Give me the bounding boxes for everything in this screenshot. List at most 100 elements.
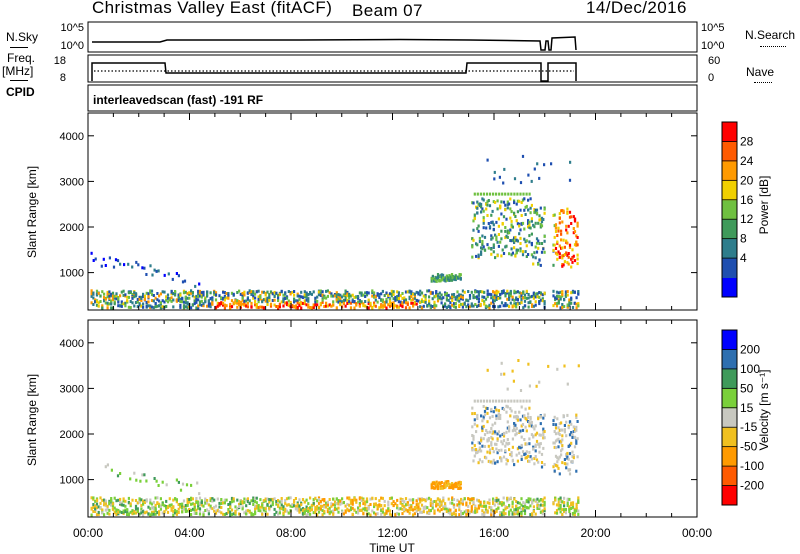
data-cell: [440, 293, 443, 297]
data-cell: [261, 305, 264, 309]
data-cell: [261, 290, 264, 294]
data-cell: [494, 256, 497, 260]
data-cell: [572, 254, 575, 258]
data-cell: [556, 460, 559, 464]
freq-label: Freq.: [7, 51, 36, 65]
data-cell: [567, 424, 570, 428]
data-cell: [499, 293, 502, 296]
data-cell: [470, 507, 473, 511]
data-cell: [149, 501, 152, 505]
data-cell: [505, 441, 508, 445]
data-cell: [527, 222, 530, 225]
data-cell: [254, 303, 257, 307]
data-cell: [471, 434, 474, 437]
data-cell: [554, 511, 557, 515]
data-cell: [303, 293, 306, 297]
data-cell: [540, 250, 544, 254]
data-cell: [108, 508, 111, 512]
data-cell: [442, 505, 445, 509]
data-cell: [243, 497, 246, 501]
data-cell: [486, 305, 489, 309]
data-cell: [159, 301, 162, 305]
data-cell: [134, 504, 138, 508]
data-cell: [494, 233, 497, 237]
data-cell: [523, 414, 526, 418]
data-cell: [468, 294, 472, 297]
data-cell: [399, 501, 402, 505]
data-cell: [436, 299, 440, 303]
data-cell: [530, 420, 533, 424]
data-cell: [211, 298, 214, 302]
data-cell: [557, 229, 560, 233]
data-cell: [252, 294, 255, 298]
data-cell: [326, 507, 329, 511]
data-cell: [536, 497, 539, 501]
colorbar-swatch: [722, 141, 737, 162]
data-cell: [476, 295, 479, 299]
data-cell: [183, 279, 187, 283]
data-cell: [447, 305, 450, 308]
data-cell: [538, 295, 541, 299]
data-cell: [394, 304, 397, 308]
data-cell: [325, 505, 328, 509]
data-cell: [376, 300, 379, 304]
data-cell: [355, 303, 358, 307]
data-cell: [506, 442, 509, 446]
data-cell: [241, 507, 244, 511]
data-cell: [481, 247, 484, 251]
data-cell: [554, 296, 557, 300]
data-cell: [534, 449, 537, 453]
data-cell: [552, 243, 555, 247]
data-cell: [490, 427, 493, 430]
data-cell: [515, 219, 518, 223]
data-cell: [564, 290, 567, 294]
data-cell: [493, 170, 496, 174]
data-cell: [472, 459, 475, 463]
data-cell: [142, 295, 145, 298]
data-cell: [285, 509, 289, 513]
data-cell: [573, 511, 576, 514]
y-tick-label: 3000: [60, 383, 84, 395]
data-cell: [90, 292, 93, 296]
data-cell: [353, 508, 356, 512]
data-cell: [561, 461, 564, 465]
data-cell: [351, 293, 354, 297]
data-cell: [238, 303, 241, 307]
data-cell: [485, 406, 488, 410]
data-cell: [435, 499, 438, 503]
data-cell: [543, 496, 546, 500]
data-cell: [465, 510, 468, 514]
data-cell: [261, 505, 264, 509]
data-cell: [101, 511, 104, 515]
data-cell: [491, 437, 494, 441]
data-cell: [271, 497, 274, 501]
data-cell: [428, 508, 431, 512]
data-cell: [483, 300, 486, 304]
data-cell: [264, 297, 267, 301]
data-cell: [124, 304, 127, 308]
data-cell: [159, 507, 162, 511]
data-cell: [202, 293, 205, 297]
data-cell: [560, 232, 563, 236]
data-cell: [520, 503, 523, 507]
data-cell: [484, 297, 488, 301]
data-cell: [557, 497, 560, 501]
data-cell: [348, 497, 351, 501]
data-cell: [296, 299, 299, 303]
data-cell: [380, 512, 383, 516]
data-cell: [488, 225, 492, 229]
data-cell: [530, 179, 533, 183]
data-cell: [158, 504, 161, 508]
data-cell: [572, 231, 575, 235]
data-cell: [138, 297, 141, 301]
data-cell: [378, 499, 381, 503]
data-cell: [458, 299, 461, 303]
data-cell: [229, 306, 232, 310]
data-cell: [301, 296, 305, 299]
data-cell: [515, 305, 518, 309]
data-cell: [477, 224, 480, 228]
data-cell: [293, 504, 296, 508]
data-cell: [566, 462, 569, 466]
data-cell: [268, 298, 271, 302]
data-cell: [305, 303, 308, 307]
